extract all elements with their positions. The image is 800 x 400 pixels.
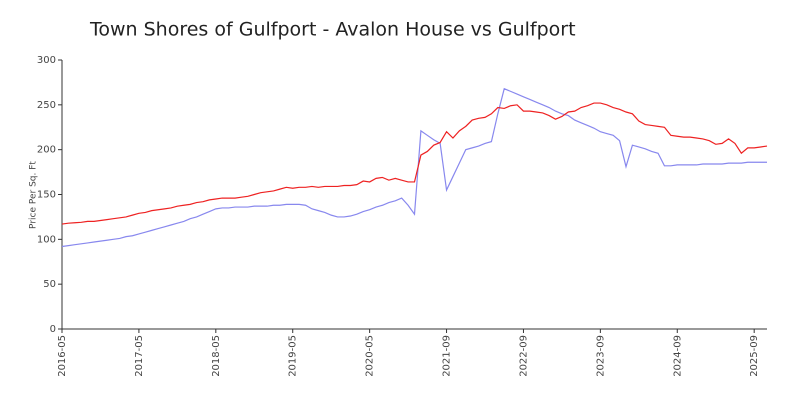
y-tick-label: 50 bbox=[43, 279, 56, 290]
x-tick-label: 2025-09 bbox=[749, 335, 760, 377]
y-axis-label: Price Per Sq. Ft bbox=[29, 161, 39, 229]
x-tick-label: 2021-09 bbox=[442, 335, 453, 377]
x-tick-label: 2023-09 bbox=[595, 335, 606, 377]
x-tick-label: 2016-05 bbox=[57, 335, 68, 377]
y-tick-label: 0 bbox=[50, 324, 56, 335]
y-tick-label: 200 bbox=[37, 145, 56, 156]
series-line bbox=[61, 87, 767, 248]
y-tick-label: 100 bbox=[37, 234, 56, 245]
series-line bbox=[61, 102, 768, 225]
x-tick-label: 2017-05 bbox=[134, 335, 145, 377]
x-tick-label: 2024-09 bbox=[672, 335, 683, 377]
x-tick-label: 2018-05 bbox=[211, 335, 222, 377]
x-tick-label: 2022-09 bbox=[518, 335, 529, 377]
y-tick-label: 300 bbox=[37, 55, 56, 66]
x-tick-label: 2019-05 bbox=[288, 335, 299, 377]
x-tick-label: 2020-05 bbox=[365, 335, 376, 377]
chart-title: Town Shores of Gulfport - Avalon House v… bbox=[89, 19, 576, 41]
y-tick-label: 150 bbox=[37, 190, 56, 201]
y-tick-label: 250 bbox=[37, 100, 56, 111]
